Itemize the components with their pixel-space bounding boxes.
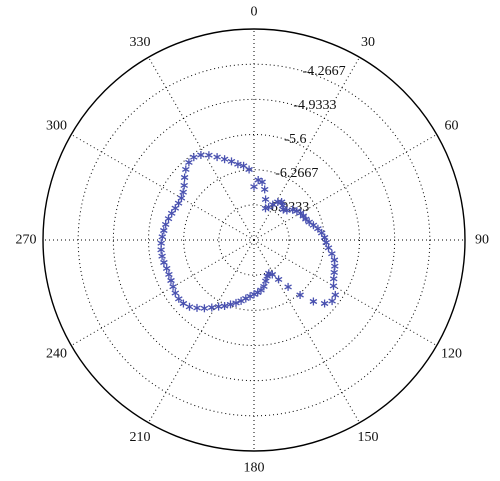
angular-grid-spoke xyxy=(253,239,437,346)
angle-tick-label: 120 xyxy=(441,347,462,362)
data-point xyxy=(320,233,329,242)
angle-tick-label: 330 xyxy=(130,35,151,50)
data-point xyxy=(162,264,171,273)
radial-grid-circle xyxy=(77,63,431,417)
data-point xyxy=(164,214,173,223)
data-point xyxy=(158,252,166,261)
data-point xyxy=(171,289,180,298)
data-point xyxy=(309,297,318,306)
outer-ring xyxy=(42,28,466,452)
angle-tick-label: 150 xyxy=(358,430,379,445)
data-point xyxy=(220,155,229,164)
data-point xyxy=(314,224,322,233)
data-point xyxy=(258,178,266,186)
data-point xyxy=(165,270,173,279)
angle-tick-label: 270 xyxy=(16,233,37,248)
data-point xyxy=(274,275,283,284)
data-point xyxy=(171,204,180,213)
angle-tick-label: 60 xyxy=(445,119,459,134)
data-point xyxy=(161,220,170,229)
data-point xyxy=(167,209,176,218)
radial-tick-label: -5.6 xyxy=(284,132,306,147)
data-point xyxy=(175,294,183,303)
data-point xyxy=(182,165,190,174)
data-point xyxy=(197,151,205,159)
radial-labels: -4.2667-4.9333-5.6-6.2667-6.9333 xyxy=(266,64,346,215)
data-point xyxy=(232,298,240,307)
radial-tick-label: -4.2667 xyxy=(303,64,346,79)
data-point xyxy=(288,205,297,214)
data-point xyxy=(185,158,193,167)
data-point xyxy=(329,281,338,290)
data-point xyxy=(213,153,221,162)
data-point xyxy=(180,173,189,182)
angle-tick-label: 240 xyxy=(46,347,67,362)
angle-tick-label: 90 xyxy=(475,233,489,248)
data-point xyxy=(200,304,209,313)
angular-grid-spoke xyxy=(253,239,360,423)
radial-tick-label: -6.2667 xyxy=(275,166,318,181)
data-point xyxy=(237,296,245,305)
data-point xyxy=(169,282,177,291)
data-point xyxy=(193,303,201,312)
data-point xyxy=(284,282,292,291)
data-point xyxy=(160,226,168,235)
data-point xyxy=(205,151,213,160)
data-point xyxy=(185,302,194,311)
data-point xyxy=(208,303,216,312)
data-point xyxy=(227,157,236,166)
data-point xyxy=(324,243,333,252)
data-point xyxy=(245,165,253,174)
data-point xyxy=(263,272,271,281)
angular-grid-spoke xyxy=(253,134,437,241)
data-point xyxy=(260,185,269,194)
data-point xyxy=(180,181,188,190)
data-point xyxy=(234,160,242,169)
data-point xyxy=(261,195,270,204)
polar-grid xyxy=(43,29,465,451)
data-point xyxy=(226,300,235,309)
data-point xyxy=(179,299,188,308)
radial-grid-circle xyxy=(148,134,360,346)
data-point xyxy=(296,291,304,299)
data-point xyxy=(320,299,329,308)
data-point xyxy=(167,276,175,285)
angle-tick-label: 0 xyxy=(251,5,258,20)
data-point xyxy=(190,153,198,162)
radial-grid-circle xyxy=(218,204,290,276)
data-point xyxy=(177,194,186,203)
data-point xyxy=(309,221,318,230)
data-point xyxy=(160,258,168,267)
data-point xyxy=(331,290,340,299)
data-point xyxy=(220,302,229,310)
data-point xyxy=(158,232,167,241)
data-point xyxy=(157,239,165,248)
radial-tick-label: -4.9333 xyxy=(293,98,336,113)
data-point xyxy=(179,188,187,197)
data-point xyxy=(329,274,338,283)
angle-labels: 0 30 60 90 120 150 180 210 240 270 300 330 xyxy=(16,5,490,476)
data-series xyxy=(157,151,340,313)
angular-grid-spoke xyxy=(71,134,255,241)
angle-tick-label: 300 xyxy=(46,119,67,134)
angular-grid-spoke xyxy=(148,57,255,241)
data-point xyxy=(328,297,336,306)
data-point xyxy=(250,182,258,191)
data-point xyxy=(328,249,336,258)
data-point xyxy=(214,302,223,311)
data-point xyxy=(302,215,310,224)
angle-tick-label: 30 xyxy=(361,35,375,50)
angle-tick-label: 180 xyxy=(244,461,265,476)
angle-tick-label: 210 xyxy=(130,430,151,445)
